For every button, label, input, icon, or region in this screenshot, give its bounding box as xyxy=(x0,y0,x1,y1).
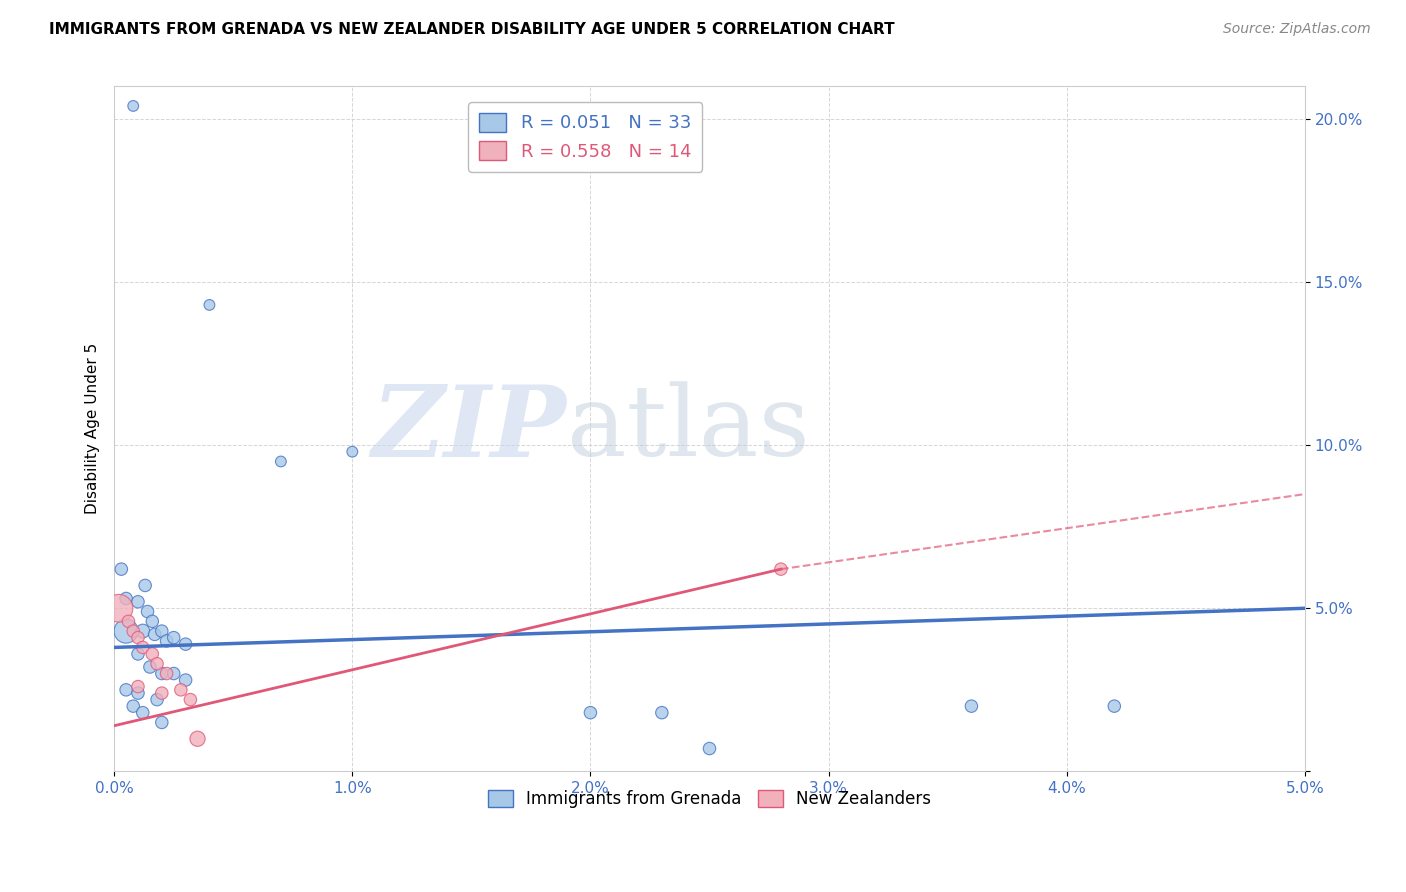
Point xyxy=(127,595,149,609)
Point xyxy=(110,562,132,576)
Point xyxy=(141,615,163,629)
Point xyxy=(127,686,149,700)
Point xyxy=(163,631,186,645)
Text: ZIP: ZIP xyxy=(371,381,567,477)
Point xyxy=(143,627,166,641)
Point xyxy=(132,706,155,720)
Point xyxy=(139,660,162,674)
Point xyxy=(122,624,145,639)
Y-axis label: Disability Age Under 5: Disability Age Under 5 xyxy=(86,343,100,515)
Point xyxy=(150,686,173,700)
Point xyxy=(146,657,169,671)
Point xyxy=(132,640,155,655)
Point xyxy=(150,624,173,639)
Point xyxy=(150,715,173,730)
Point xyxy=(960,699,983,714)
Point xyxy=(108,601,131,615)
Point xyxy=(146,692,169,706)
Point xyxy=(117,615,139,629)
Point xyxy=(174,673,197,687)
Point xyxy=(174,637,197,651)
Legend: Immigrants from Grenada, New Zealanders: Immigrants from Grenada, New Zealanders xyxy=(481,783,938,814)
Point xyxy=(198,298,221,312)
Point xyxy=(270,454,292,468)
Point xyxy=(699,741,721,756)
Point xyxy=(342,444,364,458)
Point xyxy=(170,682,193,697)
Point xyxy=(122,699,145,714)
Text: atlas: atlas xyxy=(567,381,810,476)
Point xyxy=(186,731,208,746)
Point xyxy=(127,647,149,661)
Point xyxy=(127,631,149,645)
Text: Source: ZipAtlas.com: Source: ZipAtlas.com xyxy=(1223,22,1371,37)
Point xyxy=(122,99,145,113)
Point xyxy=(651,706,673,720)
Point xyxy=(115,682,138,697)
Point xyxy=(150,666,173,681)
Point xyxy=(132,624,155,639)
Point xyxy=(134,578,156,592)
Point xyxy=(1104,699,1126,714)
Point xyxy=(155,633,177,648)
Point xyxy=(179,692,201,706)
Point xyxy=(163,666,186,681)
Point xyxy=(155,666,177,681)
Point xyxy=(127,680,149,694)
Point xyxy=(579,706,602,720)
Point xyxy=(115,624,138,639)
Point xyxy=(136,605,159,619)
Point xyxy=(769,562,792,576)
Point xyxy=(141,647,163,661)
Point xyxy=(115,591,138,606)
Text: IMMIGRANTS FROM GRENADA VS NEW ZEALANDER DISABILITY AGE UNDER 5 CORRELATION CHAR: IMMIGRANTS FROM GRENADA VS NEW ZEALANDER… xyxy=(49,22,894,37)
